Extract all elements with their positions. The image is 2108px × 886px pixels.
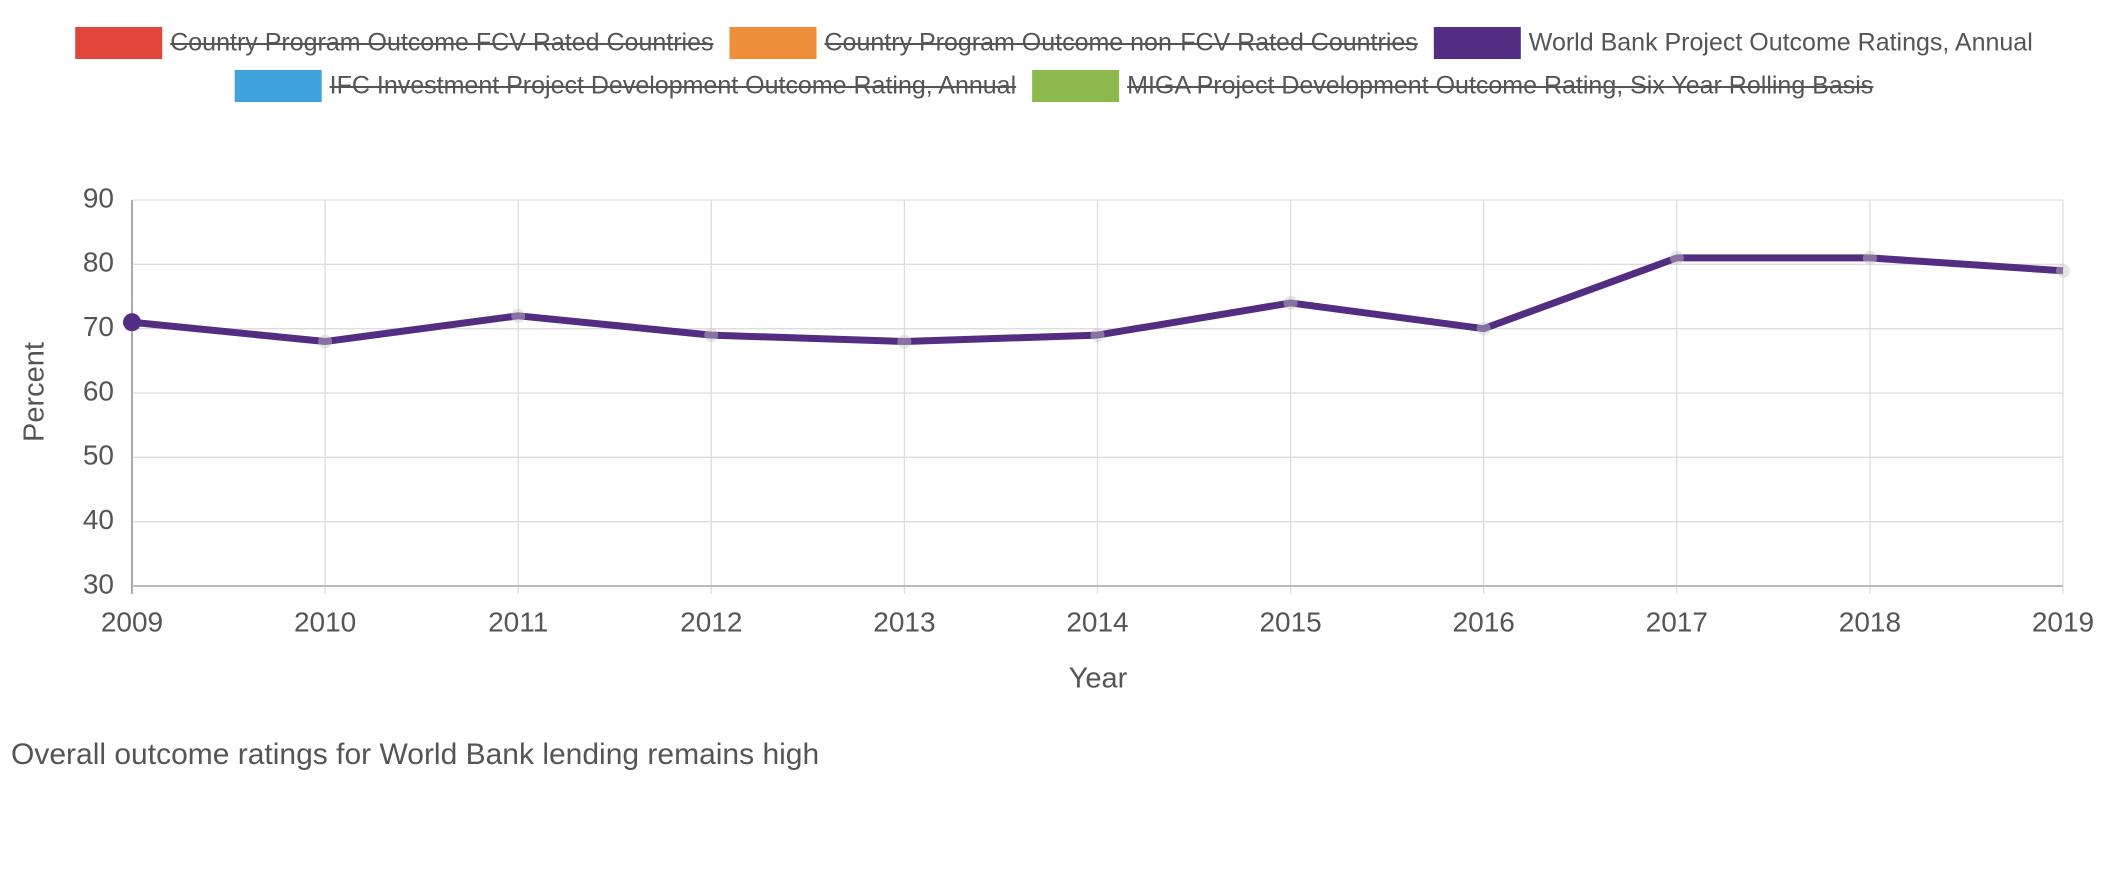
y-tick-label: 70 (83, 311, 114, 342)
x-tick-label: 2017 (1646, 606, 1708, 637)
legend-item: World Bank Project Outcome Ratings, Annu… (1433, 27, 2033, 59)
legend-item: Country Program Outcome non-FCV Rated Co… (729, 27, 1418, 59)
x-tick-label: 2015 (1259, 606, 1321, 637)
legend-label: Country Program Outcome FCV Rated Countr… (170, 29, 713, 57)
x-tick-label: 2010 (294, 606, 356, 637)
legend-swatch (75, 27, 163, 59)
legend-swatch (1032, 70, 1120, 102)
data-point (123, 313, 141, 332)
y-tick-label: 50 (83, 440, 114, 471)
series-line (131, 254, 2064, 346)
x-tick-label: 2009 (101, 606, 163, 637)
data-point (1283, 295, 1298, 310)
legend-label: IFC Investment Project Development Outco… (330, 72, 1016, 100)
x-tick-label: 2012 (680, 606, 742, 637)
data-point (1090, 328, 1105, 343)
data-point (1669, 250, 1684, 265)
y-tick-label: 60 (83, 375, 114, 406)
legend-label: MIGA Project Development Outcome Rating,… (1127, 72, 1873, 100)
data-point (897, 334, 912, 349)
legend-label: World Bank Project Outcome Ratings, Annu… (1529, 29, 2033, 57)
caption: Overall outcome ratings for World Bank l… (11, 738, 819, 771)
data-point (318, 334, 333, 349)
x-axis-label: Year (1069, 663, 1128, 695)
legend-swatch (1433, 27, 1521, 59)
y-tick-label: 90 (83, 182, 114, 213)
legend-item: Country Program Outcome FCV Rated Countr… (75, 27, 714, 59)
legend-swatch (729, 27, 817, 59)
y-axis-label: Percent (19, 342, 51, 442)
x-tick-label: 2014 (1066, 606, 1128, 637)
legend-label: Country Program Outcome non-FCV Rated Co… (824, 29, 1417, 57)
x-tick-label: 2013 (873, 606, 935, 637)
data-point (704, 328, 719, 343)
y-tick-label: 30 (83, 568, 114, 599)
x-tick-label: 2018 (1839, 606, 1901, 637)
legend-swatch (234, 70, 322, 102)
x-tick-label: 2016 (1453, 606, 1515, 637)
data-point (1476, 321, 1491, 336)
legend-item: IFC Investment Project Development Outco… (234, 70, 1017, 102)
legend-item: MIGA Project Development Outcome Rating,… (1032, 70, 1874, 102)
x-tick-label: 2019 (2032, 606, 2094, 637)
x-tick-label: 2011 (488, 606, 548, 637)
data-point (1862, 250, 1877, 265)
data-point (2056, 263, 2070, 278)
y-tick-label: 80 (83, 247, 114, 278)
y-tick-label: 40 (83, 504, 114, 535)
data-point (511, 308, 526, 323)
